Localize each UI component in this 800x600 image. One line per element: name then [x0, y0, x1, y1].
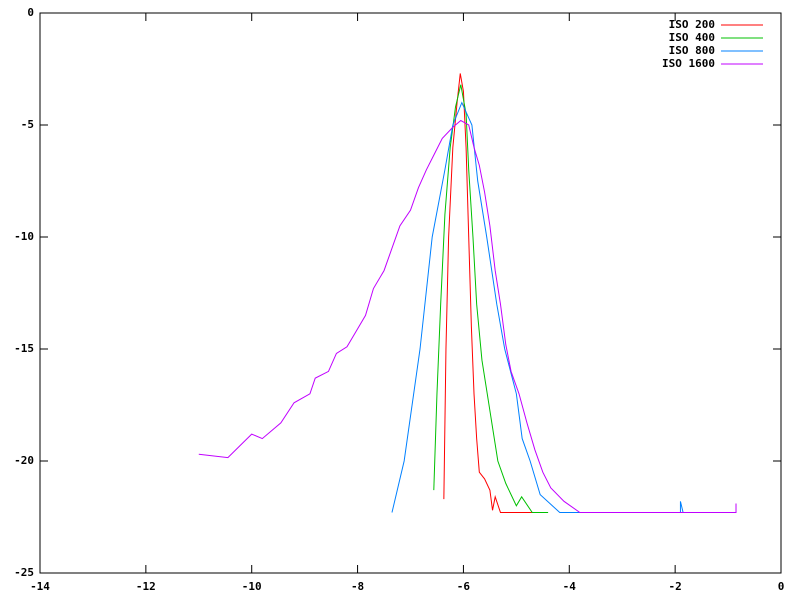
x-tick-label: -4 [563, 580, 577, 593]
legend-label: ISO 1600 [662, 57, 715, 70]
legend-label: ISO 200 [669, 18, 715, 31]
y-tick-label: -20 [14, 454, 34, 467]
x-tick-label: -6 [457, 580, 471, 593]
x-tick-label: 0 [778, 580, 785, 593]
series-line [391, 101, 684, 514]
y-tick-label: -15 [14, 342, 34, 355]
y-tick-label: -10 [14, 230, 34, 243]
series-line [433, 84, 549, 514]
x-tick-label: -10 [242, 580, 262, 593]
y-tick-label: 0 [27, 6, 34, 19]
plot-border [39, 12, 782, 574]
series-line [443, 73, 538, 514]
legend-label: ISO 800 [669, 44, 715, 57]
x-tick-label: -12 [136, 580, 156, 593]
y-tick-label: -25 [14, 566, 34, 579]
y-tick-label: -5 [21, 118, 34, 131]
series-line [198, 119, 737, 514]
x-tick-label: -14 [30, 580, 50, 593]
x-tick-label: -2 [669, 580, 682, 593]
x-tick-label: -8 [351, 580, 364, 593]
legend-label: ISO 400 [669, 31, 715, 44]
